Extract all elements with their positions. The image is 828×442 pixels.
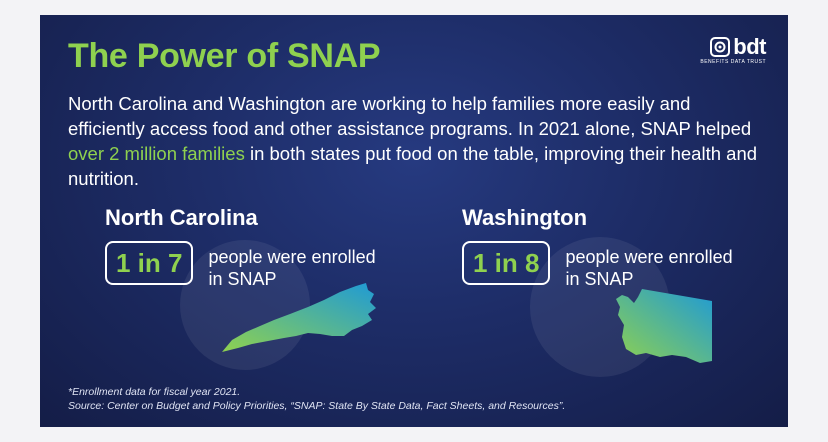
enrollment-description: people were enrolled in SNAP — [565, 246, 732, 290]
enrollment-description-line-1: people were enrolled — [208, 247, 376, 267]
enrollment-description: people were enrolled in SNAP — [208, 246, 375, 290]
intro-text-1: North Carolina and Washington are workin… — [68, 93, 752, 139]
infographic-card: The Power of SNAP bdt BENEFITS DATA TRUS… — [40, 15, 788, 427]
enrollment-ratio-badge: 1 in 7 — [105, 241, 194, 285]
state-name-washington: Washington — [462, 205, 588, 230]
bdt-logo-mark-icon — [710, 37, 731, 57]
enrollment-description-line-2: in SNAP — [208, 269, 277, 289]
footnote-source: Source: Center on Budget and Policy Prio… — [68, 400, 566, 412]
north-carolina-section: North Carolina 1 in 7 people were enroll… — [105, 205, 376, 290]
logo-tagline: BENEFITS DATA TRUST — [700, 59, 766, 65]
footnote: *Enrollment data for fiscal year 2021. S… — [68, 385, 565, 413]
footnote-line-1: *Enrollment data for fiscal year 2021. — [68, 386, 241, 398]
intro-text-2: in both states put food on the table, im… — [68, 143, 758, 189]
state-name-north-carolina: North Carolina — [105, 205, 258, 230]
logo-text: bdt — [733, 34, 766, 59]
intro-highlight: over 2 million families — [68, 143, 245, 164]
page-title: The Power of SNAP — [68, 37, 381, 75]
washington-map-icon — [616, 289, 712, 363]
nc-glow — [180, 240, 310, 370]
enrollment-description-line-1: people were enrolled — [565, 247, 733, 267]
enrollment-ratio-badge: 1 in 8 — [462, 241, 551, 285]
enrollment-description-line-2: in SNAP — [565, 269, 634, 289]
intro-paragraph: North Carolina and Washington are workin… — [68, 91, 758, 191]
north-carolina-map-icon — [222, 283, 376, 352]
washington-section: Washington 1 in 8 people were enrolled i… — [462, 205, 733, 290]
bdt-logo: bdt BENEFITS DATA TRUST — [700, 34, 766, 66]
